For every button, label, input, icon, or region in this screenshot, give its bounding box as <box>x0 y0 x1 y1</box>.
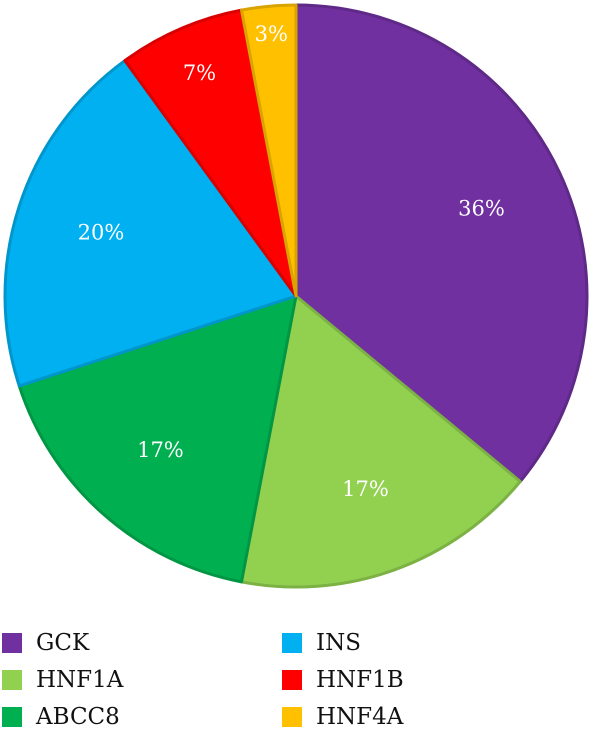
legend-label-hnf4a: HNF4A <box>316 703 404 730</box>
pie-chart: 36% 17% 17% 20% 7% 3% <box>3 3 589 589</box>
legend-swatch-ins <box>282 633 302 653</box>
legend-label-abcc8: ABCC8 <box>36 703 120 730</box>
pie-slice-hnf1a <box>239 294 522 589</box>
legend-item-hnf4a: HNF4A <box>282 702 403 732</box>
legend-item-hnf1a: HNF1A <box>2 665 123 695</box>
pie-slices <box>3 3 589 589</box>
legend-swatch-gck <box>2 633 22 653</box>
slice-label-hnf4a: 3% <box>255 22 288 46</box>
legend-swatch-hnf1a <box>2 670 22 690</box>
legend-item-gck: GCK <box>2 628 89 658</box>
legend-label-hnf1a: HNF1A <box>36 666 124 693</box>
pie-slice-abcc8 <box>17 294 298 584</box>
legend-label-hnf1b: HNF1B <box>316 666 404 693</box>
slice-label-ins: 20% <box>78 221 125 245</box>
slice-label-hnf1a: 17% <box>342 477 389 501</box>
slice-label-gck: 36% <box>458 197 505 221</box>
pie-slice-hnf4a <box>239 3 298 298</box>
legend-item-hnf1b: HNF1B <box>282 665 404 695</box>
slice-label-hnf1b: 7% <box>183 61 216 85</box>
legend-swatch-hnf4a <box>282 707 302 727</box>
pie-slice-hnf1b <box>123 8 298 298</box>
slice-label-abcc8: 17% <box>137 438 184 462</box>
pie-labels: 36% 17% 17% 20% 7% 3% <box>78 22 505 501</box>
legend-label-gck: GCK <box>36 629 90 656</box>
legend-item-ins: INS <box>282 628 361 658</box>
pie-slice-gck <box>294 3 589 483</box>
legend-item-abcc8: ABCC8 <box>2 702 120 732</box>
legend-label-ins: INS <box>316 629 361 656</box>
legend: GCK INS HNF1A HNF1B ABCC8 HNF4A <box>0 628 600 733</box>
legend-swatch-hnf1b <box>282 670 302 690</box>
pie-slice-ins <box>3 59 298 388</box>
legend-swatch-abcc8 <box>2 707 22 727</box>
